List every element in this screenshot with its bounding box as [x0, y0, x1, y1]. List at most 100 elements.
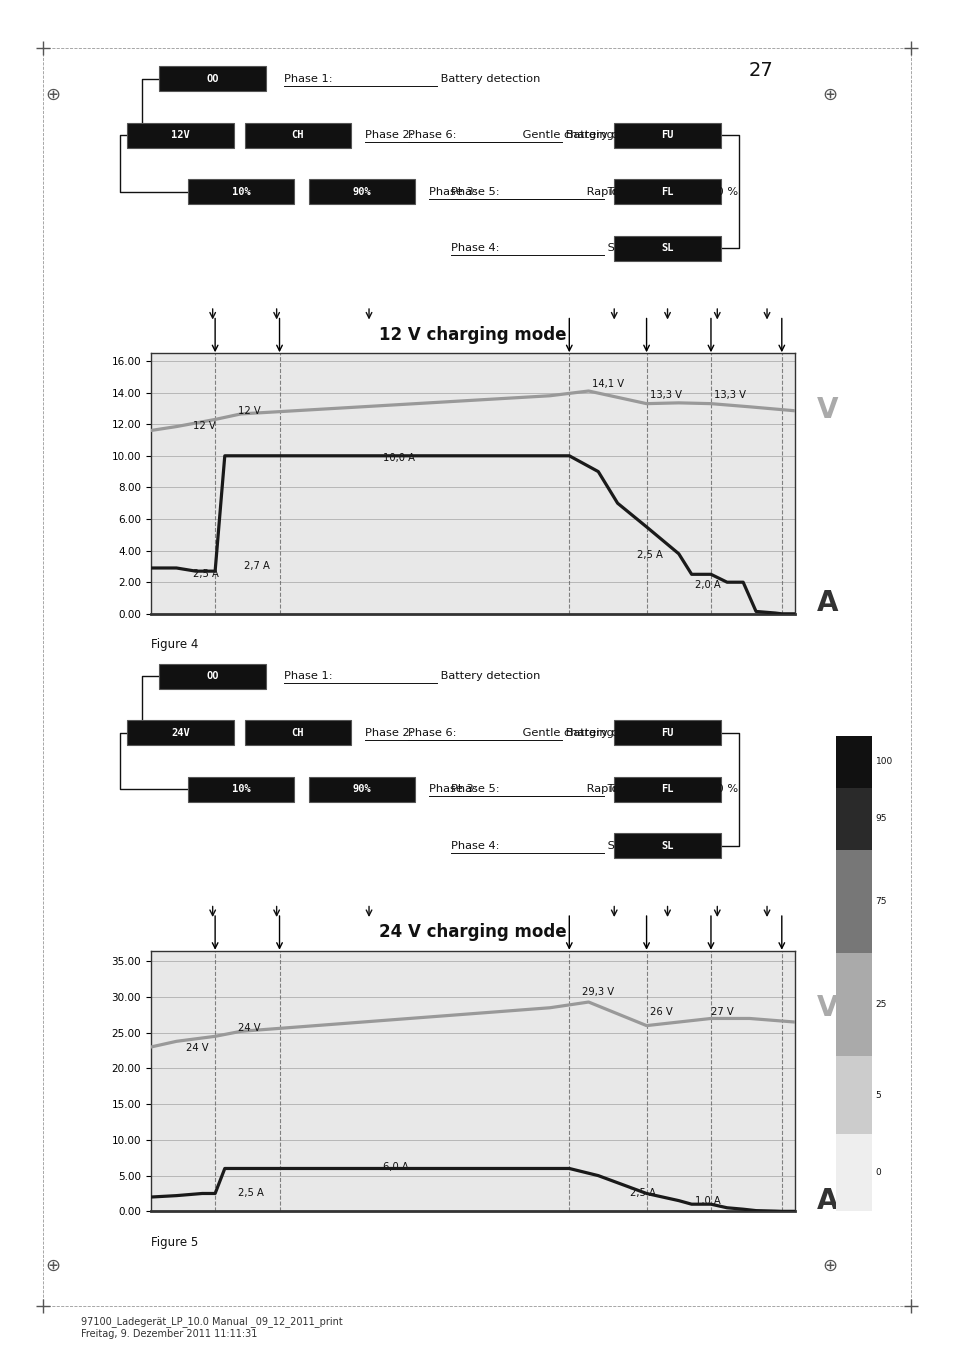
Bar: [159, 664, 266, 689]
Text: CH: CH: [292, 130, 304, 140]
Bar: [128, 122, 233, 148]
Text: FL: FL: [660, 785, 673, 794]
Text: 27 V: 27 V: [710, 1006, 733, 1017]
Text: 10,0 A: 10,0 A: [382, 454, 415, 463]
Bar: [614, 122, 720, 148]
Text: OO: OO: [206, 73, 218, 84]
Text: Phase 4:: Phase 4:: [450, 841, 498, 851]
Bar: [244, 720, 351, 746]
Text: 2,5 A: 2,5 A: [193, 569, 218, 579]
Text: Rapid charging up to 90 %: Rapid charging up to 90 %: [582, 785, 738, 794]
Text: Slow charging: Slow charging: [603, 841, 687, 851]
Bar: [159, 67, 266, 91]
Text: V: V: [817, 994, 838, 1023]
Text: 2,0 A: 2,0 A: [694, 580, 720, 589]
Text: Gentle charging: Gentle charging: [518, 130, 613, 140]
Text: 2,7 A: 2,7 A: [244, 561, 270, 570]
Bar: [128, 720, 233, 746]
Text: ⊕: ⊕: [45, 1256, 60, 1275]
Text: 24V: 24V: [172, 728, 190, 737]
Text: SL: SL: [660, 841, 673, 851]
Bar: [835, 953, 871, 1057]
Text: 25: 25: [875, 1001, 886, 1009]
Text: Phase 4:: Phase 4:: [450, 243, 498, 254]
Text: A: A: [817, 1187, 838, 1215]
Bar: [614, 834, 720, 858]
Text: CH: CH: [292, 728, 304, 737]
Text: ⊕: ⊕: [821, 86, 837, 105]
Text: Slow charging: Slow charging: [603, 243, 687, 254]
Text: Battery charge is at 100 %: Battery charge is at 100 %: [561, 728, 717, 737]
Bar: [835, 788, 871, 850]
Text: 100: 100: [875, 758, 892, 766]
Text: Gentle charging: Gentle charging: [518, 728, 613, 737]
Text: 12V: 12V: [172, 130, 190, 140]
Text: Phase 5:: Phase 5:: [450, 785, 498, 794]
Bar: [614, 777, 720, 801]
Text: Phase 1:: Phase 1:: [283, 671, 332, 682]
Text: 75: 75: [875, 896, 886, 906]
Bar: [614, 179, 720, 204]
Text: 13,3 V: 13,3 V: [649, 390, 681, 401]
Text: GB: GB: [682, 65, 704, 79]
Text: Phase 3:: Phase 3:: [429, 785, 477, 794]
Text: 0: 0: [875, 1168, 881, 1177]
Text: Freitag, 9. Dezember 2011 11:11:31: Freitag, 9. Dezember 2011 11:11:31: [81, 1328, 257, 1339]
Text: 2,5 A: 2,5 A: [237, 1188, 263, 1198]
Bar: [614, 720, 720, 746]
Text: 26 V: 26 V: [649, 1006, 672, 1017]
Text: Battery charge is at 100 %: Battery charge is at 100 %: [561, 130, 717, 140]
Text: 6,0 A: 6,0 A: [382, 1162, 408, 1172]
Text: OO: OO: [206, 671, 218, 682]
Text: 14,1 V: 14,1 V: [591, 379, 623, 388]
Bar: [614, 236, 720, 261]
Bar: [835, 736, 871, 788]
Text: Trickle charging: Trickle charging: [603, 187, 697, 197]
Text: 90%: 90%: [353, 187, 371, 197]
Text: 10%: 10%: [232, 785, 251, 794]
Bar: [309, 777, 415, 801]
Text: Phase 6:: Phase 6:: [408, 130, 456, 140]
Bar: [835, 1134, 871, 1211]
Bar: [309, 179, 415, 204]
Text: Phase 1:: Phase 1:: [283, 73, 332, 84]
Text: 2,5 A: 2,5 A: [630, 1188, 656, 1198]
Bar: [188, 777, 294, 801]
Text: 12 V: 12 V: [237, 406, 260, 416]
Text: ⊕: ⊕: [45, 86, 60, 105]
Text: ⊕: ⊕: [821, 1256, 837, 1275]
Text: 24 V: 24 V: [237, 1024, 260, 1033]
Text: 1,0 A: 1,0 A: [694, 1196, 720, 1206]
Text: A: A: [817, 589, 838, 618]
Text: 90%: 90%: [353, 785, 371, 794]
Text: SL: SL: [660, 243, 673, 254]
Bar: [835, 1057, 871, 1134]
Text: 5: 5: [875, 1090, 881, 1100]
Text: Figure 4: Figure 4: [151, 638, 198, 652]
Bar: [835, 850, 871, 953]
Text: V: V: [817, 397, 838, 425]
Text: Battery detection: Battery detection: [436, 671, 540, 682]
Text: Trickle charging: Trickle charging: [603, 785, 697, 794]
Text: 29,3 V: 29,3 V: [581, 987, 614, 997]
Text: 12 V: 12 V: [193, 421, 215, 430]
Text: FL: FL: [660, 187, 673, 197]
Text: FU: FU: [660, 130, 673, 140]
Text: Battery detection: Battery detection: [436, 73, 540, 84]
Text: 2,5 A: 2,5 A: [637, 550, 662, 559]
Text: Phase 2:: Phase 2:: [365, 130, 414, 140]
Text: 12 V charging mode: 12 V charging mode: [378, 326, 566, 344]
Text: Phase 5:: Phase 5:: [450, 187, 498, 197]
Text: 10%: 10%: [232, 187, 251, 197]
Text: 95: 95: [875, 815, 886, 823]
Text: 27: 27: [748, 61, 773, 80]
Text: Figure 5: Figure 5: [151, 1236, 198, 1249]
Text: 24 V: 24 V: [186, 1043, 209, 1052]
Bar: [188, 179, 294, 204]
Text: 24 V charging mode: 24 V charging mode: [378, 923, 566, 941]
Text: 13,3 V: 13,3 V: [714, 390, 745, 401]
Text: FU: FU: [660, 728, 673, 737]
Text: Phase 6:: Phase 6:: [408, 728, 456, 737]
Text: Phase 3:: Phase 3:: [429, 187, 477, 197]
Bar: [244, 122, 351, 148]
